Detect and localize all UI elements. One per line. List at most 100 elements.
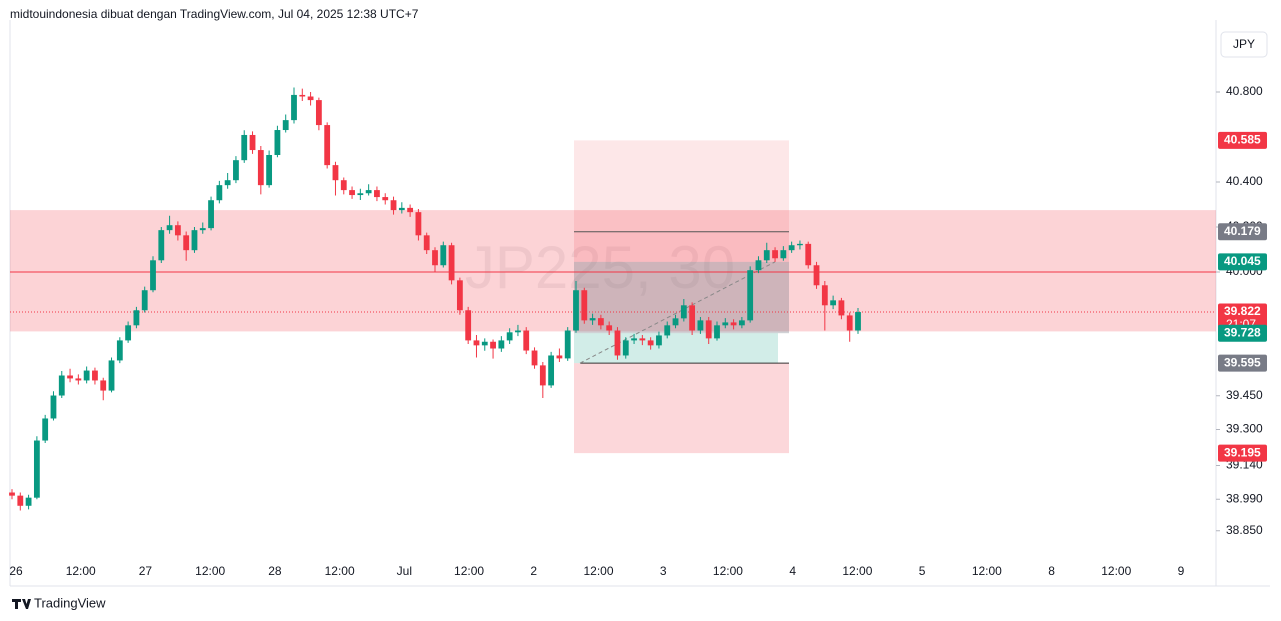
position-path <box>579 261 776 364</box>
candle-body <box>772 250 778 259</box>
candle-body <box>415 212 422 236</box>
candle-body <box>846 315 853 331</box>
candle-body <box>299 94 306 97</box>
position-region <box>574 261 789 334</box>
candle-body <box>166 225 173 231</box>
x-tick-label: 12:00 <box>842 564 872 578</box>
candle-body <box>42 418 49 441</box>
candle-body <box>855 312 861 331</box>
y-tick-label: 39.300 <box>1226 422 1263 436</box>
candle-body <box>672 318 679 326</box>
candle-body <box>33 440 40 498</box>
candle-body <box>83 370 90 381</box>
candle-body <box>456 280 463 311</box>
candle-body <box>307 96 314 101</box>
candle-body <box>780 250 787 259</box>
candle-body <box>680 305 687 319</box>
candle-body <box>315 100 322 126</box>
candle-body <box>75 378 82 381</box>
candle-body <box>755 260 762 271</box>
candle-body <box>382 197 389 201</box>
candle-body <box>257 150 264 186</box>
price-badge-label: 39.195 <box>1224 445 1261 459</box>
candle-body <box>614 330 621 356</box>
x-tick-label: 12:00 <box>454 564 484 578</box>
x-tick-label: 28 <box>268 564 282 578</box>
candle-body <box>357 193 364 196</box>
price-badge-label: 40.045 <box>1224 254 1261 268</box>
candle-body <box>573 290 579 331</box>
candle-body <box>523 330 530 351</box>
candle-body <box>664 325 671 336</box>
candle-body <box>25 497 32 506</box>
candle-body <box>390 200 397 211</box>
candle-body <box>697 320 704 331</box>
candle-body <box>274 130 281 155</box>
price-badge <box>1218 253 1267 271</box>
position-region <box>574 140 789 232</box>
price-badge <box>1218 444 1267 462</box>
candle-body <box>647 340 654 346</box>
x-tick-label: 26 <box>9 564 23 578</box>
price-badge <box>1218 324 1267 342</box>
x-tick-label: Jul <box>397 564 412 578</box>
price-badge <box>1218 354 1267 372</box>
candle-body <box>581 290 588 321</box>
candle-body <box>407 207 414 213</box>
position-region <box>574 333 778 364</box>
price-badge <box>1218 131 1267 149</box>
candle-body <box>125 325 132 341</box>
candle-body <box>67 375 73 379</box>
candle-body <box>282 120 289 131</box>
y-tick-label: 40.800 <box>1226 84 1263 98</box>
x-tick-label: 12:00 <box>195 564 225 578</box>
candle-body <box>548 355 555 386</box>
x-tick-label: 12:00 <box>583 564 613 578</box>
candle-body <box>689 305 696 331</box>
currency-button[interactable] <box>1220 31 1268 58</box>
candle-body <box>631 338 637 341</box>
candle-body <box>556 355 563 359</box>
price-badge-label: 39.595 <box>1224 355 1261 369</box>
x-tick-label: 12:00 <box>325 564 355 578</box>
candle-body <box>141 290 148 311</box>
candle-body <box>763 250 770 261</box>
candle-body <box>249 134 256 151</box>
position-region <box>574 231 789 262</box>
candle-body <box>747 270 754 321</box>
candle-body <box>324 125 331 166</box>
candle-body <box>108 360 115 391</box>
candle-body <box>813 265 820 286</box>
candle-body <box>564 330 571 359</box>
candle-body <box>398 207 405 211</box>
currency-label[interactable]: JPY <box>1233 37 1255 51</box>
x-tick-label: 3 <box>660 564 667 578</box>
candle-body <box>199 228 206 231</box>
candle-body <box>9 492 15 496</box>
candle-body <box>349 190 355 196</box>
y-tick-label: 39.450 <box>1226 388 1263 402</box>
candle-body <box>332 165 339 181</box>
candle-body <box>714 325 720 339</box>
x-tick-label: 12:00 <box>713 564 743 578</box>
watermark: JP225, 30 <box>465 234 735 301</box>
candle-body <box>133 310 140 326</box>
x-tick-label: 27 <box>139 564 153 578</box>
x-tick-label: 12:00 <box>972 564 1002 578</box>
y-tick-label: 38.850 <box>1226 523 1263 537</box>
x-tick-label: 5 <box>919 564 926 578</box>
candle-body <box>656 335 662 346</box>
price-badge <box>1218 223 1267 241</box>
candle-body <box>224 180 231 186</box>
candle-body <box>722 322 729 326</box>
candle-body <box>838 300 845 316</box>
candle-body <box>423 235 430 251</box>
price-badge-label: 40.179 <box>1224 224 1261 238</box>
candle-body <box>208 200 214 229</box>
candle-body <box>116 340 123 361</box>
x-tick-label: 2 <box>530 564 537 578</box>
y-tick-label: 40.400 <box>1226 174 1263 188</box>
candle-body <box>490 341 496 349</box>
